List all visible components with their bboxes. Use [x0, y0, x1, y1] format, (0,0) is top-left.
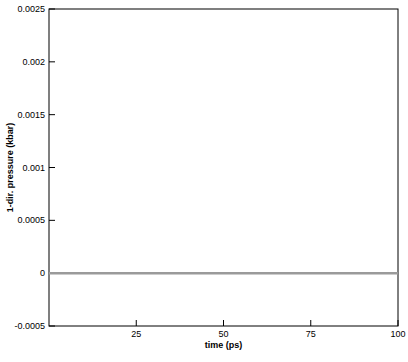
y-tick [49, 220, 55, 221]
y-tick-label: 0.001 [22, 163, 45, 173]
series-line [49, 272, 398, 275]
y-axis-label: 1-dir. pressure (kbar) [5, 123, 15, 213]
x-tick-label: 100 [390, 329, 405, 339]
y-tick-label: 0.0025 [17, 4, 45, 14]
y-tick [49, 114, 55, 115]
y-tick-label: 0.002 [22, 57, 45, 67]
x-tick [310, 320, 311, 326]
y-tick [49, 9, 55, 10]
plot-frame [49, 9, 398, 326]
chart: -0.0005 0 0.0005 0.001 0.0015 0.002 0.0025 25 50… [0, 0, 408, 362]
x-axis-label: time (ps) [205, 340, 243, 350]
y-tick-label: -0.0005 [14, 321, 45, 331]
x-tick [398, 320, 399, 326]
x-tick-label: 50 [218, 329, 228, 339]
x-tick-label: 75 [306, 329, 316, 339]
y-tick [49, 167, 55, 168]
y-tick-label: 0.0015 [17, 110, 45, 120]
x-tick [136, 320, 137, 326]
y-tick [49, 61, 55, 62]
x-tick-label: 25 [131, 329, 141, 339]
y-tick-label: 0.0005 [17, 215, 45, 225]
series-group [49, 273, 398, 274]
x-tick [223, 320, 224, 326]
y-tick [49, 326, 55, 327]
y-tick-label: 0 [40, 268, 45, 278]
